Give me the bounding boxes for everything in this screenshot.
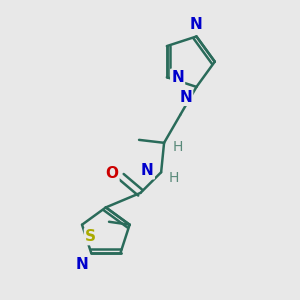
Text: N: N [141, 163, 154, 178]
Text: O: O [105, 166, 119, 181]
Text: S: S [85, 229, 96, 244]
Text: N: N [190, 17, 203, 32]
Text: N: N [171, 70, 184, 85]
Text: N: N [75, 257, 88, 272]
Text: N: N [179, 90, 192, 105]
Text: H: H [173, 140, 183, 154]
Text: H: H [169, 171, 179, 185]
